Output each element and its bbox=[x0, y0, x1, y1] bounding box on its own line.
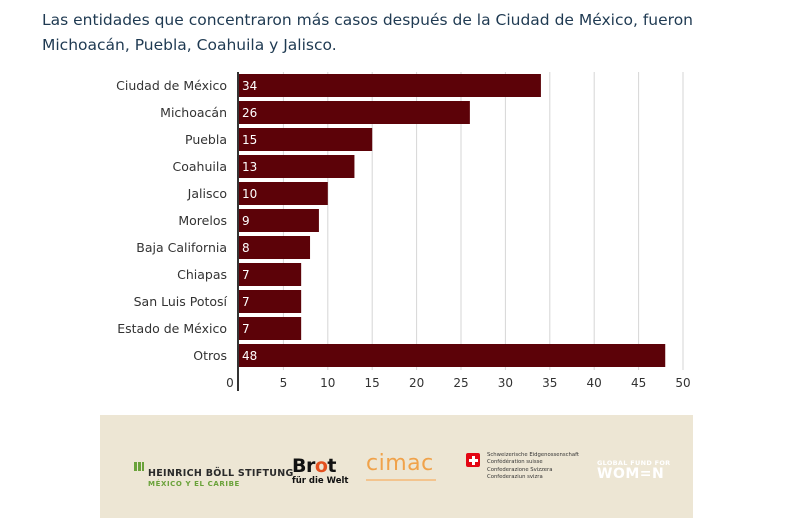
category-label: Baja California bbox=[136, 240, 227, 255]
bar-value-label: 26 bbox=[242, 106, 257, 120]
x-tick-label: 25 bbox=[453, 376, 468, 390]
x-tick-label: 30 bbox=[498, 376, 513, 390]
bar-value-label: 7 bbox=[242, 295, 250, 309]
category-label: Chiapas bbox=[177, 267, 227, 282]
bar bbox=[239, 263, 302, 286]
bar-value-label: 7 bbox=[242, 322, 250, 336]
bar bbox=[239, 290, 302, 313]
x-tick-label: 15 bbox=[365, 376, 380, 390]
bar bbox=[239, 317, 302, 340]
bar-value-label: 10 bbox=[242, 187, 257, 201]
bar-value-label: 8 bbox=[242, 241, 250, 255]
bar bbox=[239, 344, 666, 367]
swiss-confederation-logo: Schweizerische Eidgenossenschaft Confédé… bbox=[466, 452, 579, 482]
category-label: Morelos bbox=[178, 213, 227, 228]
bar bbox=[239, 128, 373, 151]
bar-value-label: 9 bbox=[242, 214, 250, 228]
category-labels: Ciudad de México Michoacán Puebla Coahuila J… bbox=[116, 78, 227, 363]
bar-value-label: 15 bbox=[242, 133, 257, 147]
bar-value-label: 34 bbox=[242, 79, 257, 93]
global-fund-for-women-logo: GLOBAL FUND FOR WOM=N bbox=[597, 459, 671, 482]
category-label: Estado de México bbox=[117, 321, 227, 336]
x-tick-label: 35 bbox=[542, 376, 557, 390]
bar-value-label: 7 bbox=[242, 268, 250, 282]
category-label: Michoacán bbox=[160, 105, 227, 120]
swiss-flag-icon bbox=[466, 453, 480, 467]
category-label: Puebla bbox=[185, 132, 227, 147]
x-tick-label: 5 bbox=[280, 376, 288, 390]
bar bbox=[239, 155, 355, 178]
bars: 34 26 15 13 10 9 8 7 7 7 48 bbox=[239, 74, 666, 367]
category-label: Coahuila bbox=[173, 159, 228, 174]
heinrich-boll-mark-icon bbox=[134, 462, 144, 471]
category-label: Otros bbox=[193, 348, 227, 363]
bar-chart: 34 26 15 13 10 9 8 7 7 7 48 Ciudad de México Michoa… bbox=[116, 72, 691, 391]
bar bbox=[239, 182, 328, 205]
brot-fur-die-welt-logo: Brot für die Welt bbox=[292, 455, 349, 486]
bar-value-label: 13 bbox=[242, 160, 257, 174]
bar bbox=[239, 74, 541, 97]
heinrich-boll-logo: HEINRICH BÖLL STIFTUNG MÉXICO Y EL CARIB… bbox=[134, 461, 294, 488]
bar bbox=[239, 101, 470, 124]
x-tick-label: 10 bbox=[320, 376, 335, 390]
bar-value-label: 48 bbox=[242, 349, 257, 363]
x-axis-ticks: 0 5 10 15 20 25 30 35 40 45 50 bbox=[226, 376, 690, 390]
bar bbox=[239, 209, 319, 232]
x-tick-label: 20 bbox=[409, 376, 424, 390]
x-tick-label: 50 bbox=[675, 376, 690, 390]
x-tick-label: 45 bbox=[631, 376, 646, 390]
category-label: Ciudad de México bbox=[116, 78, 227, 93]
x-tick-label: 40 bbox=[587, 376, 602, 390]
chart-subtitle: Las entidades que concentraron más casos… bbox=[42, 11, 693, 54]
x-tick-label: 0 bbox=[226, 376, 234, 390]
category-label: San Luis Potosí bbox=[134, 294, 228, 309]
bar bbox=[239, 236, 311, 259]
sponsor-footer: HEINRICH BÖLL STIFTUNG MÉXICO Y EL CARIB… bbox=[100, 415, 693, 518]
cimac-logo: cimac bbox=[366, 451, 436, 481]
category-label: Jalisco bbox=[187, 186, 227, 201]
